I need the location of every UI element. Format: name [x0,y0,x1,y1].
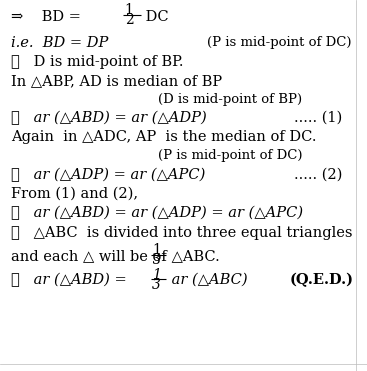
Text: i.e.  BD = DP: i.e. BD = DP [11,36,108,50]
Text: (D is mid-point of BP): (D is mid-point of BP) [158,92,302,106]
Text: In △ABP, AD is median of BP: In △ABP, AD is median of BP [11,74,222,88]
Text: ∴   ar (△ABD) = ar (△ADP) = ar (△APC): ∴ ar (△ABD) = ar (△ADP) = ar (△APC) [11,206,303,220]
Text: ..... (2): ..... (2) [294,168,342,182]
Text: and each △ will be of: and each △ will be of [11,249,171,263]
Text: ∴   ar (△ADP) = ar (△APC): ∴ ar (△ADP) = ar (△APC) [11,168,206,182]
Text: ∴   D is mid-point of BP.: ∴ D is mid-point of BP. [11,55,183,69]
Text: (P is mid-point of DC): (P is mid-point of DC) [207,36,352,49]
Text: 3: 3 [152,278,161,292]
Text: (Q.E.D.): (Q.E.D.) [290,273,354,287]
Text: ∴   ar (△ABD) = ar (△ADP): ∴ ar (△ABD) = ar (△ADP) [11,111,207,125]
Text: ..... (1): ..... (1) [294,111,342,125]
Text: ar (△ABC): ar (△ABC) [167,273,248,287]
Text: △ABC.: △ABC. [167,249,220,263]
Text: 3: 3 [152,253,161,267]
Text: ⇒    BD =: ⇒ BD = [11,10,86,24]
Text: 1: 1 [152,243,161,257]
Text: Again  in △ADC, AP  is the median of DC.: Again in △ADC, AP is the median of DC. [11,130,316,144]
Text: 1: 1 [125,3,134,17]
Text: 2: 2 [125,13,134,27]
Text: ∴   △ABC  is divided into three equal triangles: ∴ △ABC is divided into three equal trian… [11,226,353,240]
Text: 1: 1 [152,267,161,282]
Text: (P is mid-point of DC): (P is mid-point of DC) [158,149,302,162]
Text: ∴   ar (△ABD) =: ∴ ar (△ABD) = [11,273,131,287]
Text: DC: DC [141,10,169,24]
Text: From (1) and (2),: From (1) and (2), [11,187,138,201]
